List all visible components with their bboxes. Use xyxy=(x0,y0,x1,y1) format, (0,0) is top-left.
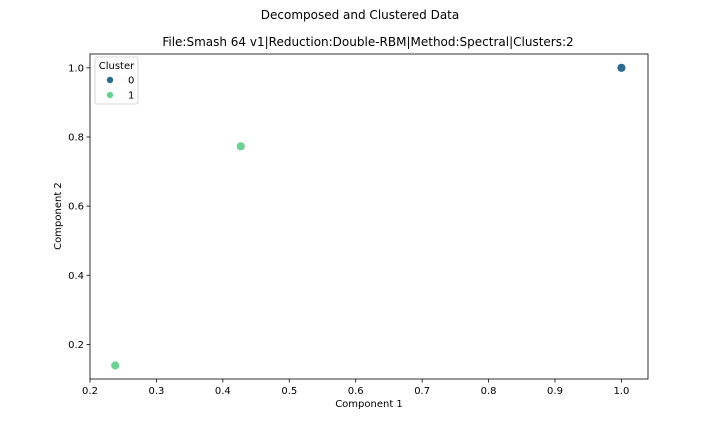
legend-title: Cluster xyxy=(99,61,135,72)
y-axis: 0.2 0.4 0.6 0.8 1.0 xyxy=(68,63,90,351)
y-tick-label: 0.6 xyxy=(68,202,84,213)
data-point-cluster-1 xyxy=(110,360,121,371)
x-tick-label: 0.4 xyxy=(215,386,231,397)
x-tick-label: 0.9 xyxy=(547,386,563,397)
x-tick-label: 0.7 xyxy=(414,386,430,397)
x-axis: 0.2 0.3 0.4 0.5 0.6 0.7 0.8 0.9 1.0 xyxy=(82,379,629,397)
data-point-cluster-1 xyxy=(235,141,246,152)
data-points xyxy=(110,62,627,371)
x-tick-label: 0.2 xyxy=(82,386,98,397)
legend-label-cluster-1: 1 xyxy=(128,91,134,102)
x-tick-label: 0.5 xyxy=(281,386,297,397)
legend-marker-cluster-0 xyxy=(106,76,114,84)
legend: Cluster 01 xyxy=(94,56,139,105)
legend-entries: 01 xyxy=(106,76,134,102)
data-point-cluster-0 xyxy=(616,62,627,73)
x-tick-label: 0.8 xyxy=(481,386,497,397)
y-tick-label: 0.8 xyxy=(68,132,84,143)
legend-box xyxy=(94,56,139,105)
x-tick-label: 0.6 xyxy=(348,386,364,397)
chart-suptitle: Decomposed and Clustered Data xyxy=(261,8,459,22)
legend-label-cluster-0: 0 xyxy=(128,76,134,87)
chart-title: File:Smash 64 v1|Reduction:Double-RBM|Me… xyxy=(162,35,573,49)
y-axis-label: Component 2 xyxy=(53,182,64,250)
x-tick-label: 0.3 xyxy=(148,386,164,397)
legend-marker-cluster-1 xyxy=(106,91,114,99)
x-axis-label: Component 1 xyxy=(335,399,403,410)
y-tick-label: 0.4 xyxy=(68,271,84,282)
x-tick-label: 1.0 xyxy=(613,386,629,397)
plot-area xyxy=(89,53,649,380)
y-tick-label: 0.2 xyxy=(68,340,84,351)
y-tick-label: 1.0 xyxy=(68,63,84,74)
